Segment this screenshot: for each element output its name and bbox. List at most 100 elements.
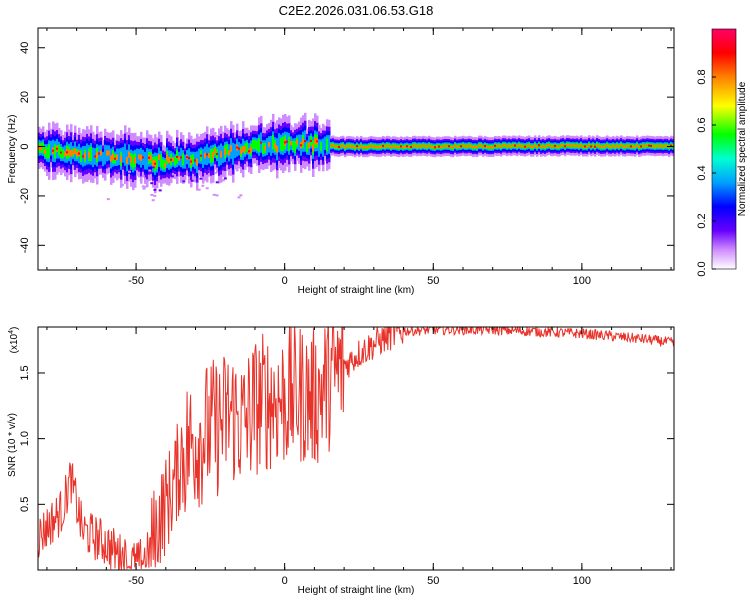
spectrogram-cell bbox=[632, 145, 635, 148]
spectrogram-cell bbox=[296, 140, 299, 145]
colorbar-tick-label: 0.0 bbox=[696, 261, 708, 276]
spectrogram-cell bbox=[234, 143, 237, 158]
spectrogram-cell bbox=[156, 156, 159, 170]
spectrogram-cell bbox=[106, 150, 109, 156]
spectrogram-cell bbox=[358, 146, 361, 149]
spectrogram-speck bbox=[142, 187, 146, 190]
spectrogram-cell bbox=[116, 154, 119, 161]
spectrogram-cell bbox=[92, 147, 95, 168]
spectrogram-speck bbox=[106, 198, 110, 201]
colorbar: 0.0 0.2 0.4 0.6 0.8 Normalized spectral ampl… bbox=[696, 28, 748, 277]
spectrogram-cell bbox=[360, 144, 363, 148]
spectrogram-cell bbox=[408, 145, 411, 149]
spectrogram-cell bbox=[534, 144, 537, 147]
spectrogram-cell bbox=[604, 145, 607, 148]
spectrogram-cell bbox=[340, 144, 343, 148]
spectrogram-cell bbox=[232, 142, 235, 165]
spectrogram-frame bbox=[37, 27, 675, 271]
spectrogram-cell bbox=[518, 144, 521, 147]
spectrogram-cell bbox=[162, 159, 165, 170]
spectrogram-cell bbox=[86, 143, 89, 165]
spectrogram-cell bbox=[580, 143, 583, 147]
spectrogram-cell bbox=[426, 145, 429, 148]
spectrogram-cell bbox=[208, 152, 211, 158]
spectrogram-speck bbox=[141, 185, 145, 188]
spectrogram-cell bbox=[224, 148, 227, 156]
spectrogram-cell bbox=[280, 137, 283, 151]
spectrogram-speck bbox=[238, 166, 242, 169]
spectrogram-cell bbox=[550, 145, 553, 148]
spectrogram-speck bbox=[164, 179, 168, 182]
colorbar-tick-label: 0.4 bbox=[696, 165, 708, 180]
spectrogram-cell bbox=[622, 145, 625, 148]
spectrogram-cell bbox=[444, 144, 447, 148]
spectrogram-cell bbox=[146, 147, 149, 170]
spectrogram-cell bbox=[542, 144, 545, 148]
spectrogram-cell bbox=[442, 145, 445, 148]
spectrogram-cell bbox=[102, 151, 105, 167]
spectrogram-cell bbox=[212, 151, 215, 159]
spec-xtick-label: 0 bbox=[282, 275, 288, 287]
spectrogram-cell bbox=[166, 154, 169, 162]
spectrogram-cell bbox=[552, 145, 555, 148]
spectrogram-cell bbox=[178, 156, 181, 161]
spectrogram-cell bbox=[446, 144, 449, 148]
spec-ytick-label: -20 bbox=[19, 188, 31, 204]
spectrogram-cell bbox=[574, 144, 577, 148]
spectrogram-cell bbox=[306, 142, 309, 153]
snr-ytick-label: 0.5 bbox=[19, 497, 31, 512]
spectrogram-cell bbox=[464, 145, 467, 148]
spectrogram-cell bbox=[50, 140, 53, 156]
spectrogram-cell bbox=[222, 145, 225, 163]
spectrogram-cell bbox=[592, 144, 595, 147]
spectrogram-cell bbox=[198, 148, 201, 164]
spectrogram-cell bbox=[576, 144, 579, 147]
spectrogram-cell bbox=[508, 144, 511, 147]
spectrogram-cell bbox=[558, 145, 561, 148]
spectrogram-cell bbox=[528, 144, 531, 147]
spectrogram-cell bbox=[278, 133, 281, 153]
spectrogram-cell bbox=[266, 138, 269, 156]
spectrogram-cell bbox=[474, 145, 477, 149]
spectrogram-cell bbox=[128, 151, 131, 158]
spectrogram-speck bbox=[239, 194, 243, 197]
spectrogram-cell bbox=[562, 143, 565, 147]
colorbar-label: Normalized spectral amplitude bbox=[737, 81, 748, 216]
spectrogram-cell bbox=[420, 145, 423, 148]
spectrogram-cell bbox=[624, 145, 627, 148]
spectrogram-cell bbox=[568, 144, 571, 147]
spectrogram-cell bbox=[654, 145, 657, 148]
spectrogram-cell bbox=[144, 151, 147, 170]
spectrogram-cell bbox=[512, 144, 515, 147]
snr-scale-label: (x104) bbox=[8, 327, 20, 354]
spectrogram-cell bbox=[370, 144, 373, 148]
spectrogram-cell bbox=[394, 145, 397, 148]
spectrogram-cell bbox=[38, 145, 41, 151]
spectrogram-speck bbox=[148, 169, 152, 172]
spectrogram-cell bbox=[130, 156, 133, 164]
spectrogram-cell bbox=[112, 153, 115, 160]
spectrogram-cell bbox=[488, 145, 491, 149]
spectrogram-cell bbox=[596, 143, 599, 147]
spectrogram-speck bbox=[197, 188, 201, 191]
spectrogram-cell bbox=[368, 145, 371, 148]
spectrogram-speck bbox=[136, 172, 140, 175]
spectrogram-cell bbox=[138, 154, 141, 160]
spectrogram-cell bbox=[486, 145, 489, 148]
spectrogram-cell bbox=[402, 145, 405, 149]
spectrogram-cell bbox=[118, 148, 121, 165]
spectrogram-cell bbox=[314, 137, 317, 145]
spectrogram-cell bbox=[58, 144, 61, 156]
spectrogram-cell bbox=[88, 151, 91, 158]
spectrogram-cell bbox=[422, 144, 425, 147]
spectrogram-cell bbox=[482, 145, 485, 149]
spectrogram-cell bbox=[466, 145, 469, 148]
spectrogram-cell bbox=[428, 144, 431, 147]
spectrogram-cell bbox=[608, 145, 611, 148]
snr-frame bbox=[37, 326, 675, 571]
spectrogram-cell bbox=[90, 146, 93, 162]
spectrogram-cell bbox=[350, 145, 353, 148]
spectrogram-cell bbox=[262, 143, 265, 154]
spectrogram-cell bbox=[282, 136, 285, 152]
